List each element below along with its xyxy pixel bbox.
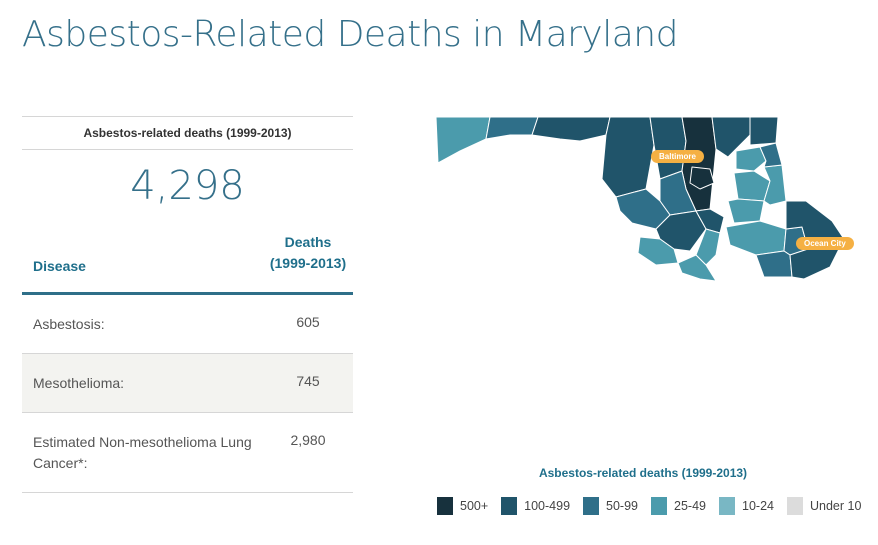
legend-swatch <box>501 497 518 515</box>
legend-swatch <box>583 497 600 515</box>
county-baltimore-city[interactable] <box>689 166 715 190</box>
page-title: Asbestos-Related Deaths in Maryland <box>22 14 678 55</box>
legend-swatch <box>719 497 735 515</box>
deaths-value-lung-cancer: 2,980 <box>263 412 353 493</box>
county-allegany[interactable] <box>485 116 539 140</box>
table-row: Asbestosis: 605 <box>22 293 353 354</box>
legend: 500+ 100-499 50-99 25-49 10-24 Under 10 <box>437 497 861 515</box>
disease-name-lung-cancer: Estimated Non-mesothelioma Lung Cancer*: <box>22 412 263 493</box>
legend-swatch <box>651 497 668 515</box>
county-dorchester[interactable] <box>725 220 787 256</box>
county-queen-annes[interactable] <box>733 170 771 202</box>
county-washington[interactable] <box>531 116 611 142</box>
legend-item-under-10: Under 10 <box>786 497 862 515</box>
legend-item-100-499: 100-499 <box>501 497 570 515</box>
county-st-marys[interactable] <box>677 254 717 282</box>
county-harford[interactable] <box>711 116 751 158</box>
stats-panel: Asbestos-related deaths (1999-2013) 4,29… <box>22 116 353 493</box>
county-frederick[interactable] <box>601 116 655 198</box>
legend-swatch <box>786 497 803 515</box>
legend-title: Asbestos-related deaths (1999-2013) <box>538 466 748 480</box>
disease-table: Disease Deaths (1999-2013) Asbestosis: 6… <box>22 232 353 493</box>
maryland-county-map: Baltimore Ocean City <box>420 105 860 305</box>
total-deaths-label: Asbestos-related deaths (1999-2013) <box>22 116 353 150</box>
legend-item-25-49: 25-49 <box>651 497 706 515</box>
legend-label: 10-24 <box>742 499 774 513</box>
legend-item-10-24: 10-24 <box>719 497 774 515</box>
legend-label: 25-49 <box>674 499 706 513</box>
legend-item-500-plus: 500+ <box>437 497 488 515</box>
table-row: Estimated Non-mesothelioma Lung Cancer*:… <box>22 412 353 493</box>
county-upper-shore-east[interactable] <box>759 142 783 168</box>
column-header-deaths: Deaths (1999-2013) <box>263 232 353 295</box>
deaths-value-mesothelioma: 745 <box>263 353 353 413</box>
county-talbot[interactable] <box>727 198 765 224</box>
legend-label: Under 10 <box>809 499 862 513</box>
column-header-disease: Disease <box>22 232 263 295</box>
county-cecil[interactable] <box>749 116 779 146</box>
county-carroll[interactable] <box>649 116 687 180</box>
legend-label: 100-499 <box>524 499 571 513</box>
county-calvert[interactable] <box>695 228 721 266</box>
deaths-value-asbestosis: 605 <box>263 293 353 354</box>
city-label-baltimore: Baltimore <box>651 150 704 163</box>
legend-item-50-99: 50-99 <box>583 497 638 515</box>
county-kent[interactable] <box>735 146 767 172</box>
disease-name-asbestosis: Asbestosis: <box>22 293 263 354</box>
legend-label: 50-99 <box>606 499 639 513</box>
disease-name-mesothelioma: Mesothelioma: <box>22 353 263 413</box>
table-row: Mesothelioma: 745 <box>22 353 353 413</box>
table-header-row: Disease Deaths (1999-2013) <box>22 232 353 295</box>
legend-swatch <box>437 497 453 515</box>
total-deaths-value: 4,298 <box>130 163 245 209</box>
city-label-ocean-city: Ocean City <box>796 237 854 250</box>
county-anne-arundel[interactable] <box>695 208 725 234</box>
county-somerset[interactable] <box>755 250 793 278</box>
map-svg <box>435 116 845 282</box>
legend-label: 500+ <box>460 499 489 513</box>
county-garrett[interactable] <box>435 116 491 164</box>
